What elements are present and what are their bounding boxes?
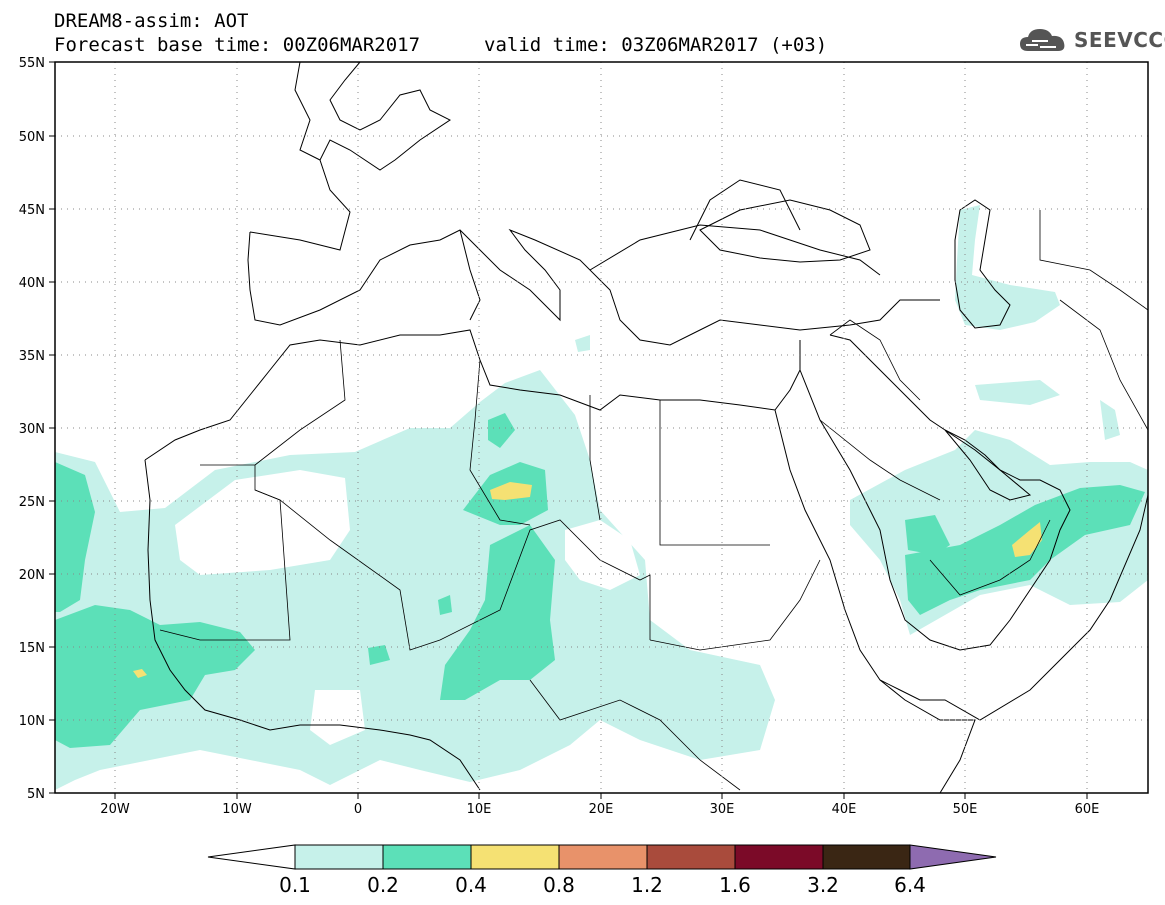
- lat-label: 20N: [19, 568, 45, 583]
- colorbar-cell: [382, 844, 472, 870]
- lat-label: 55N: [19, 56, 45, 71]
- lon-label: 20W: [100, 802, 130, 817]
- lat-label: 30N: [19, 422, 45, 437]
- colorbar-cell: [207, 844, 296, 870]
- logo-text: SEEVCCC: [1074, 28, 1165, 52]
- aot-field-0.4: [133, 482, 1042, 678]
- aot-fields: [55, 62, 1148, 793]
- lon-label: 20E: [589, 802, 614, 817]
- colorbar-labels: 0.1 0.2 0.4 0.8 1.2 1.6 3.2 6.4: [279, 873, 926, 897]
- colorbar-label: 6.4: [894, 873, 926, 897]
- colorbar-cell: [294, 844, 384, 870]
- colorbar-label: 0.8: [543, 873, 575, 897]
- coastlines: [144, 62, 1148, 793]
- lat-label: 50N: [19, 130, 45, 145]
- lon-label: 50E: [953, 802, 978, 817]
- lon-label: 0: [354, 802, 362, 817]
- colorbar-label: 0.2: [367, 873, 399, 897]
- chart-title: DREAM8-assim: AOT: [54, 10, 249, 32]
- graticule: [55, 62, 1148, 793]
- colorbar-cell: [470, 844, 560, 870]
- colorbar-label: 3.2: [807, 873, 839, 897]
- lat-label: 40N: [19, 276, 45, 291]
- lat-label: 10N: [19, 714, 45, 729]
- colorbar-label: 1.6: [719, 873, 751, 897]
- seevccc-logo: SEEVCCC: [1018, 22, 1165, 58]
- colorbar-cell: [558, 844, 648, 870]
- axis-ticks: [49, 61, 1088, 799]
- lat-label: 35N: [19, 349, 45, 364]
- colorbar-cell: [909, 844, 997, 870]
- colorbar-label: 0.4: [455, 873, 487, 897]
- forecast-base-time: Forecast base time: 00Z06MAR2017: [54, 34, 421, 56]
- lat-label: 25N: [19, 495, 45, 510]
- lat-label: 15N: [19, 641, 45, 656]
- colorbar-label: 0.1: [279, 873, 311, 897]
- lon-label: 10E: [467, 802, 492, 817]
- colorbar-cell: [822, 844, 911, 870]
- lon-label: 60E: [1075, 802, 1100, 817]
- lon-label: 40E: [832, 802, 857, 817]
- cloud-icon: [1020, 29, 1065, 51]
- valid-time: valid time: 03Z06MAR2017 (+03): [484, 34, 828, 56]
- latitude-labels: 55N 50N 45N 40N 35N 30N 25N 20N 15N 10N …: [19, 56, 45, 802]
- lat-label: 5N: [27, 787, 45, 802]
- colorbar-cell: [734, 844, 824, 870]
- colorbar-label: 1.2: [631, 873, 663, 897]
- longitude-labels: 20W 10W 0 10E 20E 30E 40E 50E 60E: [100, 802, 1099, 817]
- lon-label: 30E: [710, 802, 735, 817]
- colorbar: [207, 844, 997, 870]
- lon-label: 10W: [222, 802, 252, 817]
- country-borders: [159, 210, 1148, 791]
- colorbar-cell: [646, 844, 736, 870]
- lat-label: 45N: [19, 203, 45, 218]
